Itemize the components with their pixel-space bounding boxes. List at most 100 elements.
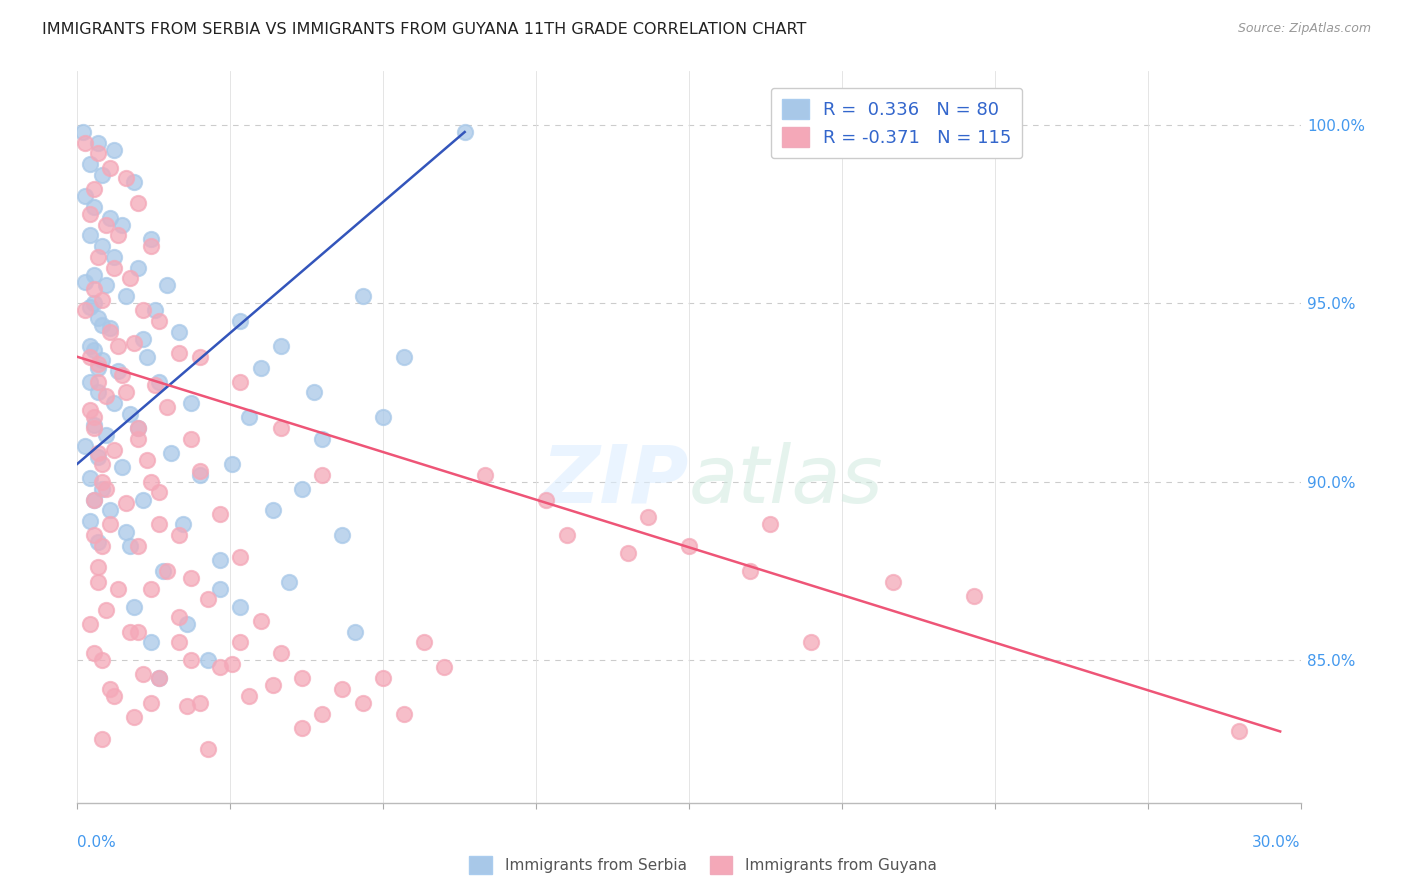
Point — [87, 574, 110, 589]
Point — [1229, 724, 1251, 739]
Point — [75, 303, 97, 318]
Point — [160, 446, 183, 460]
Point — [176, 617, 198, 632]
Point — [94, 428, 117, 442]
Point — [197, 653, 219, 667]
Point — [98, 503, 121, 517]
Point — [169, 635, 191, 649]
Point — [103, 260, 125, 275]
Text: 30.0%: 30.0% — [1253, 836, 1301, 850]
Point — [120, 624, 142, 639]
Point — [311, 467, 333, 482]
Point — [87, 310, 110, 325]
Point — [94, 278, 117, 293]
Point — [120, 539, 142, 553]
Point — [124, 335, 146, 350]
Point — [221, 657, 243, 671]
Point — [291, 671, 314, 685]
Point — [678, 539, 700, 553]
Point — [143, 378, 166, 392]
Point — [291, 721, 314, 735]
Point — [79, 617, 101, 632]
Point — [209, 660, 232, 674]
Point — [87, 446, 110, 460]
Point — [94, 603, 117, 617]
Point — [103, 250, 125, 264]
Point — [103, 442, 125, 457]
Point — [180, 571, 202, 585]
Point — [87, 357, 110, 371]
Point — [79, 514, 101, 528]
Point — [139, 239, 162, 253]
Point — [87, 360, 110, 375]
Point — [90, 475, 112, 489]
Point — [128, 421, 150, 435]
Point — [197, 742, 219, 756]
Point — [90, 168, 112, 182]
Point — [148, 671, 170, 685]
Point — [79, 207, 101, 221]
Point — [278, 574, 301, 589]
Point — [197, 592, 219, 607]
Point — [474, 467, 496, 482]
Point — [291, 482, 314, 496]
Text: ZIP: ZIP — [541, 442, 689, 520]
Point — [87, 535, 110, 549]
Point — [98, 681, 121, 696]
Point — [180, 432, 202, 446]
Point — [413, 635, 436, 649]
Point — [83, 528, 105, 542]
Point — [115, 496, 138, 510]
Point — [111, 460, 134, 475]
Point — [79, 339, 101, 353]
Point — [94, 389, 117, 403]
Point — [156, 278, 179, 293]
Point — [83, 410, 105, 425]
Point — [83, 492, 105, 507]
Point — [79, 471, 101, 485]
Point — [148, 375, 170, 389]
Point — [311, 706, 333, 721]
Point — [229, 549, 252, 564]
Point — [371, 410, 394, 425]
Point — [128, 421, 150, 435]
Point — [229, 599, 252, 614]
Point — [262, 678, 284, 692]
Point — [188, 350, 211, 364]
Point — [98, 211, 121, 225]
Point — [87, 250, 110, 264]
Point — [90, 293, 112, 307]
Legend: Immigrants from Serbia, Immigrants from Guyana: Immigrants from Serbia, Immigrants from … — [464, 850, 942, 880]
Point — [111, 368, 134, 382]
Point — [107, 582, 129, 596]
Point — [221, 457, 243, 471]
Point — [98, 161, 121, 175]
Point — [332, 681, 354, 696]
Point — [188, 464, 211, 478]
Point — [83, 200, 105, 214]
Text: atlas: atlas — [689, 442, 884, 520]
Point — [176, 699, 198, 714]
Point — [343, 624, 366, 639]
Point — [392, 706, 415, 721]
Point — [270, 421, 292, 435]
Point — [392, 350, 415, 364]
Point — [83, 492, 105, 507]
Point — [111, 218, 134, 232]
Point — [87, 146, 110, 161]
Point — [270, 339, 292, 353]
Point — [79, 403, 101, 417]
Point — [87, 385, 110, 400]
Point — [128, 539, 150, 553]
Point — [107, 228, 129, 243]
Point — [536, 492, 558, 507]
Point — [800, 635, 823, 649]
Point — [90, 539, 112, 553]
Point — [139, 635, 162, 649]
Point — [87, 450, 110, 464]
Point — [131, 492, 153, 507]
Point — [454, 125, 477, 139]
Point — [139, 582, 162, 596]
Point — [250, 360, 273, 375]
Point — [79, 228, 101, 243]
